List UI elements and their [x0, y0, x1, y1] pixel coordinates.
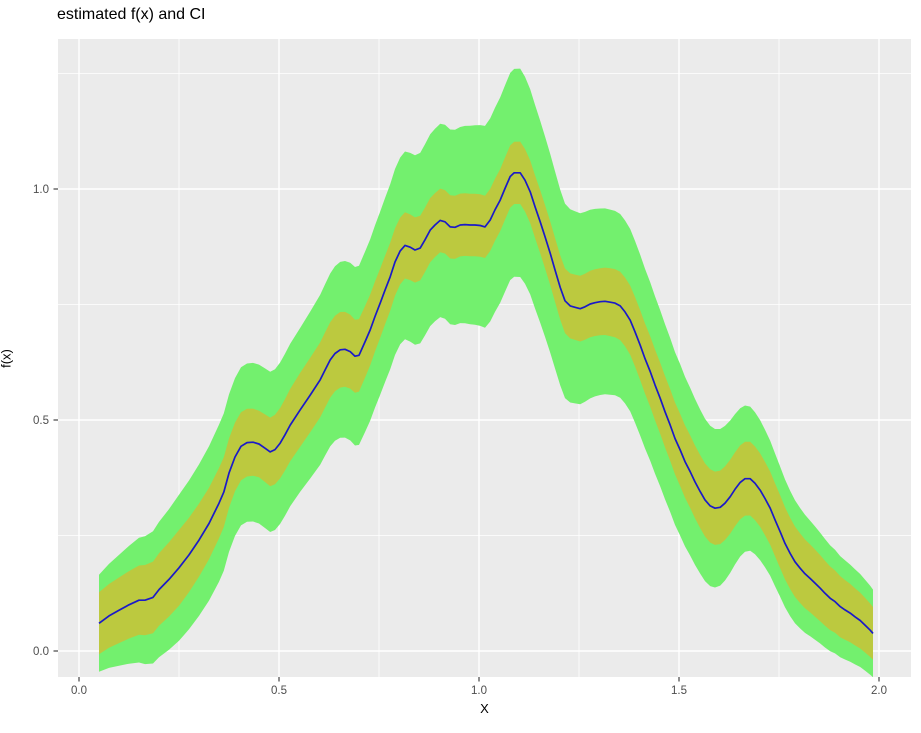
estimate-line [98, 171, 874, 634]
inner-ci-band [99, 141, 873, 660]
y-axis-title: f(x) [0, 349, 14, 368]
y-tick-label: 1.0 [33, 184, 49, 196]
x-tick-label: 1.0 [471, 685, 487, 697]
x-tick-label: 1.5 [671, 685, 687, 697]
x-tick-label: 2.0 [871, 685, 887, 697]
x-axis-title: X [480, 701, 489, 716]
y-tick-label: 0.5 [33, 415, 49, 427]
y-tick-label: 0.0 [33, 646, 49, 658]
chart-title: estimated f(x) and CI [57, 6, 206, 23]
x-tick-label: 0.0 [71, 685, 87, 697]
x-tick-label: 0.5 [271, 685, 287, 697]
outer-ci-band [99, 68, 873, 677]
